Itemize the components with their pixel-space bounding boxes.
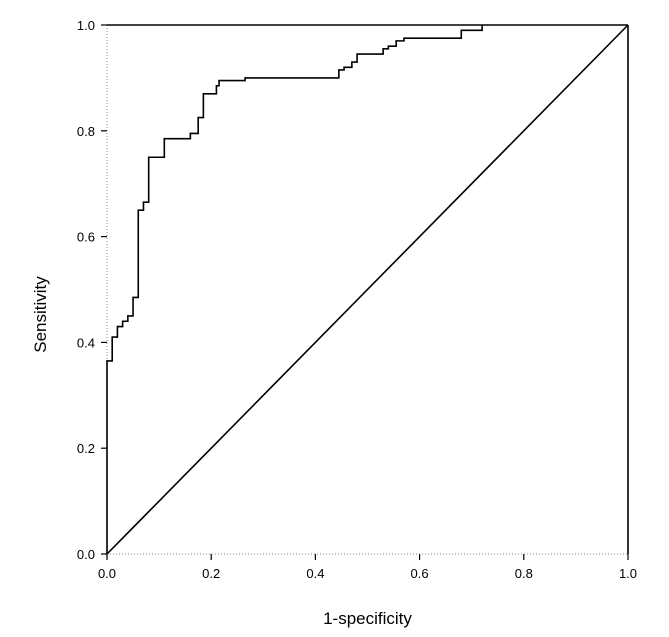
- x-tick-label: 1.0: [619, 566, 637, 581]
- x-axis-ticks: 0.0 0.2 0.4 0.6 0.8 1.0: [98, 554, 637, 581]
- series-layer: [106, 24, 629, 555]
- plot-dotted-edges: [106, 25, 628, 555]
- roc-curve: [106, 25, 483, 554]
- x-axis-label: 1-specificity: [323, 609, 412, 628]
- y-tick-label: 0.6: [77, 230, 95, 245]
- x-tick-label: 0.8: [515, 566, 533, 581]
- y-axis-ticks: 0.0 0.2 0.4 0.6 0.8 1.0: [77, 18, 107, 562]
- x-tick-label: 0.0: [98, 566, 116, 581]
- plot-frame: [107, 24, 629, 554]
- y-tick-label: 0.8: [77, 124, 95, 139]
- y-axis-label: Sensitivity: [31, 276, 50, 353]
- reference-diagonal-line: [106, 24, 629, 555]
- y-tick-label: 1.0: [77, 18, 95, 33]
- y-tick-label: 0.4: [77, 335, 95, 350]
- y-tick-label: 0.0: [77, 547, 95, 562]
- y-tick-label: 0.2: [77, 441, 95, 456]
- x-tick-label: 0.6: [411, 566, 429, 581]
- x-tick-label: 0.4: [306, 566, 324, 581]
- x-tick-label: 0.2: [202, 566, 220, 581]
